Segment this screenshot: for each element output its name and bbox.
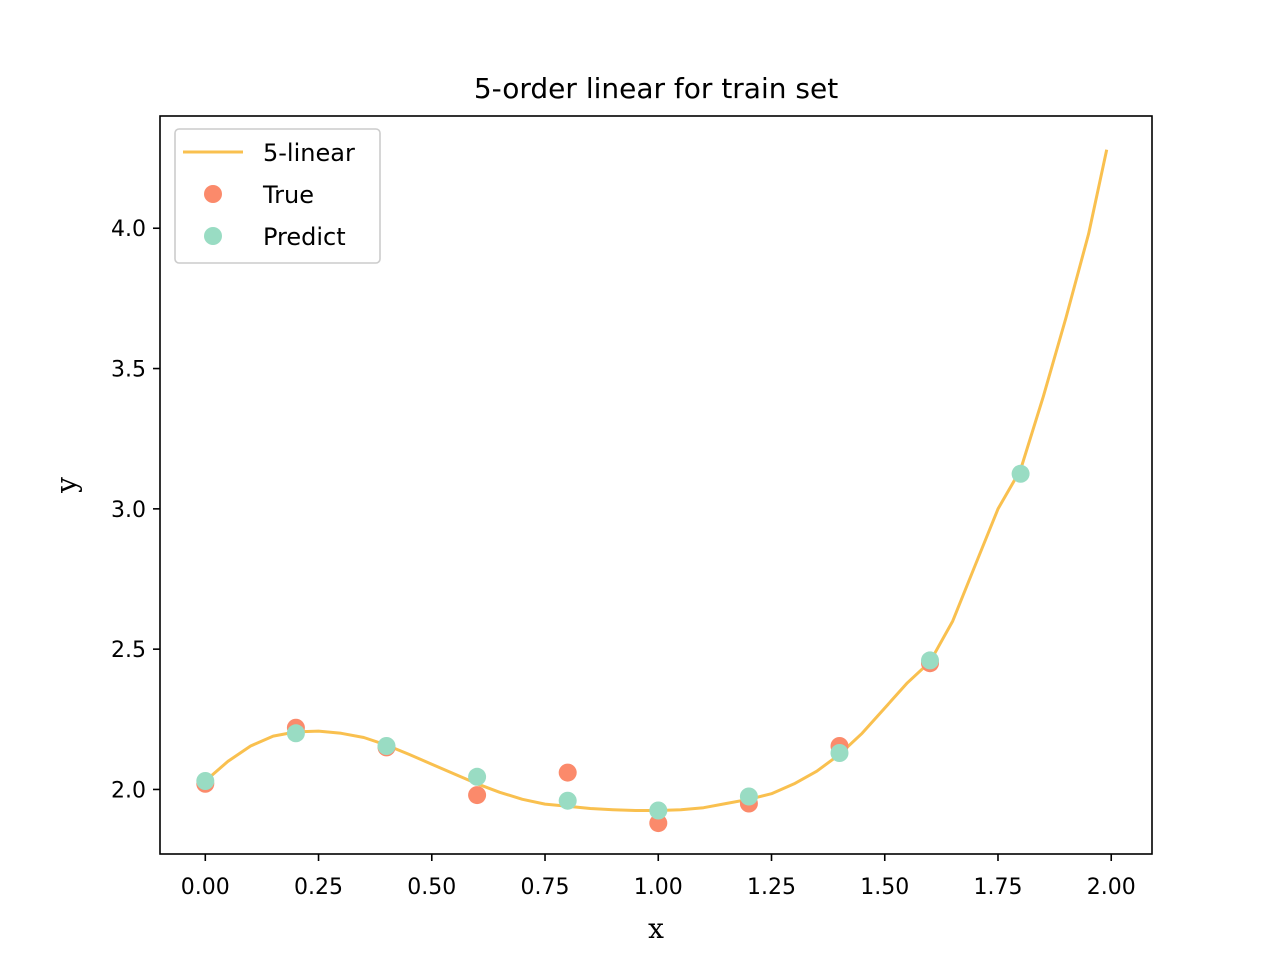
legend: 5-linear True Predict: [174, 128, 381, 264]
x-tick-label: 0.25: [294, 875, 343, 900]
point-true: [649, 814, 668, 833]
y-tick-label: 4.0: [111, 217, 146, 242]
x-tick-label: 0.75: [521, 875, 570, 900]
x-tick-label: 0.50: [407, 875, 456, 900]
chart-title: 5-order linear for train set: [474, 72, 838, 105]
x-axis: 0.00 0.25 0.50 0.75 1.00 1.25 1.50 1.75 2.00: [181, 854, 1136, 900]
legend-frame: [174, 128, 381, 264]
point-predict: [196, 772, 215, 790]
point-predict: [377, 737, 396, 755]
legend-label-true: True: [262, 181, 314, 209]
point-predict: [739, 787, 758, 806]
point-predict: [558, 791, 577, 810]
x-tick-label: 1.00: [634, 875, 683, 900]
point-predict: [286, 724, 305, 743]
x-tick-label: 1.75: [973, 875, 1022, 900]
y-axis-label: y: [50, 477, 83, 494]
point-true: [468, 786, 487, 805]
x-axis-label: x: [648, 912, 664, 945]
y-tick-label: 2.5: [111, 638, 146, 663]
point-predict: [1011, 464, 1030, 483]
y-axis: 2.0 2.5 3.0 3.5 4.0: [111, 217, 160, 803]
x-tick-label: 2.00: [1087, 875, 1136, 900]
x-tick-label: 1.25: [747, 875, 796, 900]
y-tick-label: 2.0: [111, 778, 146, 803]
y-tick-label: 3.0: [111, 498, 146, 523]
y-tick-label: 3.5: [111, 358, 146, 383]
point-true: [558, 763, 577, 782]
legend-label-predict: Predict: [263, 223, 346, 251]
point-predict: [649, 801, 668, 820]
x-tick-label: 0.00: [181, 875, 230, 900]
points-layer: [196, 464, 1030, 833]
point-predict: [830, 744, 849, 762]
legend-label-5-linear: 5-linear: [263, 139, 355, 167]
legend-swatch-predict: [204, 227, 222, 245]
legend-swatch-true: [204, 185, 222, 203]
x-tick-label: 1.50: [860, 875, 909, 900]
plot-frame: [159, 115, 1153, 855]
point-predict: [468, 767, 487, 786]
point-predict: [921, 651, 939, 670]
